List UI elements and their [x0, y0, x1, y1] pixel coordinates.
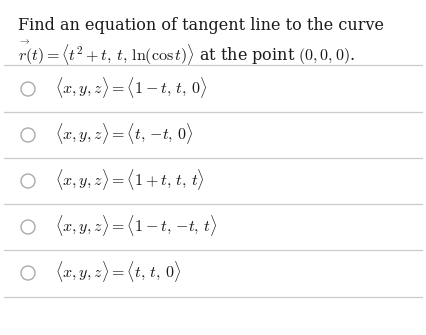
Text: $\langle x, y, z\rangle = \langle t,\, {-t},\, 0\rangle$: $\langle x, y, z\rangle = \langle t,\, {… — [55, 122, 193, 146]
Text: $\rightarrow$: $\rightarrow$ — [18, 37, 31, 46]
Text: $\langle x, y, z\rangle = \langle 1 - t,\, t,\, 0\rangle$: $\langle x, y, z\rangle = \langle 1 - t,… — [55, 75, 207, 100]
Text: $\langle x, y, z\rangle = \langle 1 + t,\, t,\, t\rangle$: $\langle x, y, z\rangle = \langle 1 + t,… — [55, 168, 205, 193]
Text: $\langle x, y, z\rangle = \langle 1 - t,\, {-t},\, t\rangle$: $\langle x, y, z\rangle = \langle 1 - t,… — [55, 213, 217, 239]
Text: $r(t) = \langle t^2 + t,\, t,\, \ln(\cos t)\rangle$ at the point $(0, 0, 0)$.: $r(t) = \langle t^2 + t,\, t,\, \ln(\cos… — [18, 42, 355, 67]
Text: Find an equation of tangent line to the curve: Find an equation of tangent line to the … — [18, 17, 384, 34]
Text: $\langle x, y, z\rangle = \langle t,\, t,\, 0\rangle$: $\langle x, y, z\rangle = \langle t,\, t… — [55, 260, 181, 284]
